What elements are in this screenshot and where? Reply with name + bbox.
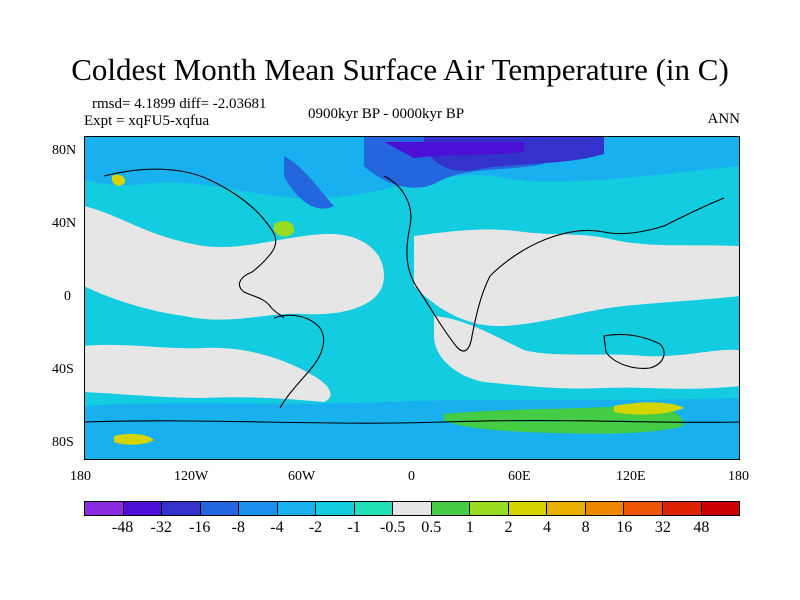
north-america-warm-spot: [274, 221, 295, 237]
lon-label-180w: 180: [70, 469, 91, 484]
colorbar-swatch: [624, 502, 663, 515]
lat-label-40n: 40N: [52, 216, 77, 231]
arctic-coldest: [384, 142, 524, 158]
lat-label-80n: 80N: [52, 143, 77, 158]
colorbar-tick-label: -48: [111, 519, 134, 536]
colorbar-swatch: [393, 502, 432, 515]
colorbar-swatch: [162, 502, 201, 515]
colorbar-swatch: [431, 502, 471, 515]
lon-label-60w: 60W: [288, 469, 316, 484]
colorbar-swatch: [662, 502, 702, 515]
colorbar-swatch: [547, 502, 586, 515]
southern-ocean-neutral: [434, 316, 740, 389]
map-title: Coldest Month Mean Surface Air Temperatu…: [71, 52, 729, 87]
stats-label: rmsd= 4.1899 diff= -2.03681: [92, 96, 267, 112]
colorbar-tick-label: -32: [150, 519, 172, 536]
colorbar-tick-label: 48: [693, 519, 710, 536]
colorbar-tick-label: 16: [616, 519, 633, 536]
colorbar-swatch: [316, 502, 355, 515]
temperature-map: [84, 136, 740, 460]
greenland-cold: [284, 156, 334, 209]
colorbar-tick-label: 32: [654, 519, 671, 536]
lat-label-0: 0: [64, 289, 71, 304]
colorbar-tick-label: 1: [465, 519, 474, 536]
colorbar-swatch: [123, 502, 163, 515]
colorbar-tick-label: -1: [347, 519, 361, 536]
lon-label-120w: 120W: [174, 469, 209, 484]
colorbar-tick-label: 4: [543, 519, 552, 536]
colorbar-swatch: [354, 502, 394, 515]
colorbar-tick-label: 8: [581, 519, 590, 536]
lon-label-180e: 180: [728, 469, 749, 484]
experiment-label: Expt = xqFU5-xqfua: [84, 113, 210, 129]
colorbar-swatch: [85, 502, 124, 515]
colorbar-swatch: [701, 502, 740, 515]
colorbar-swatch: [470, 502, 509, 515]
colorbar-swatch: [508, 502, 548, 515]
colorbar-tick-label: -16: [189, 519, 211, 536]
colorbar: [84, 501, 740, 516]
colorbar-tick-label: 2: [504, 519, 513, 536]
colorbar-tick-label: -2: [308, 519, 323, 536]
lon-label-120e: 120E: [616, 469, 646, 484]
alaska-warm-spot: [112, 174, 126, 186]
colorbar-tick-label: -8: [231, 519, 246, 536]
lat-label-80s: 80S: [52, 435, 74, 450]
ross-warm-core: [114, 433, 154, 445]
south-pacific-neutral: [84, 344, 331, 402]
colorbar-swatch: [585, 502, 625, 515]
map-frame: [84, 136, 740, 460]
colorbar-tick-label: -0.5: [380, 519, 406, 536]
period-label: 0900kyr BP - 0000kyr BP: [308, 106, 465, 122]
indian-neutral: [414, 229, 740, 327]
coastlines: [84, 168, 740, 424]
lon-label-60e: 60E: [508, 469, 531, 484]
antarctic-warm-core: [614, 402, 684, 415]
colorbar-tick-label: 0.5: [421, 519, 442, 536]
colorbar-tick-label: -4: [270, 519, 284, 536]
season-label: ANN: [707, 111, 741, 127]
lon-label-0: 0: [408, 469, 415, 484]
colorbar-swatch: [277, 502, 317, 515]
colorbar-swatch: [200, 502, 240, 515]
map-panel: [84, 136, 740, 460]
pacific-neutral: [84, 206, 384, 320]
lat-label-40s: 40S: [52, 362, 74, 377]
colorbar-swatch: [239, 502, 278, 515]
